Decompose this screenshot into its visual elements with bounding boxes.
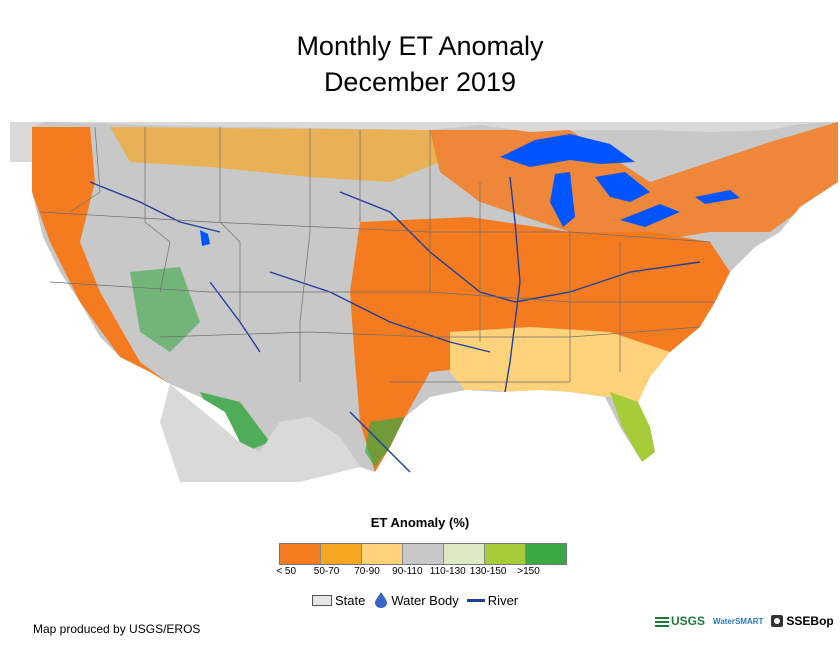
usgs-wave-icon xyxy=(655,615,669,627)
legend-label: >150 xyxy=(517,566,540,577)
agency-logos: USGS WaterSMART SSEBop xyxy=(655,614,834,628)
key-state-label: State xyxy=(335,592,366,608)
ssebop-mark-icon xyxy=(771,615,784,627)
legend-label: < 50 xyxy=(276,566,297,577)
legend-swatch-70-90 xyxy=(362,544,403,564)
map-title-line1: Monthly ET Anomaly xyxy=(296,31,544,61)
map-credit: Map produced by USGS/EROS xyxy=(33,622,201,636)
legend-swatch-110-130 xyxy=(444,544,485,564)
legend-swatch-gt150 xyxy=(526,544,566,564)
map-title-line2: December 2019 xyxy=(323,67,517,97)
map-title: Monthly ET Anomaly December 2019 xyxy=(0,28,840,100)
state-borders xyxy=(39,126,715,383)
legend-swatch-lt50 xyxy=(280,544,321,564)
water-drop-icon xyxy=(375,592,388,608)
key-river: River xyxy=(466,592,519,608)
key-river-label: River xyxy=(487,592,519,608)
legend-swatch-130-150 xyxy=(485,544,526,564)
legend-title: ET Anomaly (%) xyxy=(370,515,470,530)
ssebop-logo: SSEBop xyxy=(771,614,834,628)
river-line-icon xyxy=(466,598,485,602)
legend-swatch-90-110 xyxy=(403,544,444,564)
legend-labels: < 50 50-70 70-90 90-110 110-130 130-150 … xyxy=(266,566,549,577)
legend-color-bar xyxy=(279,543,567,565)
legend-label: 90-110 xyxy=(392,566,423,577)
legend-label: 50-70 xyxy=(313,566,340,577)
key-water-body: Water Body xyxy=(373,591,459,609)
watersmart-logo: WaterSMART xyxy=(713,616,764,626)
legend-label: 130-150 xyxy=(469,566,507,577)
key-water-body-label: Water Body xyxy=(391,592,459,608)
legend-label: 110-130 xyxy=(429,566,466,577)
usgs-logo: USGS xyxy=(655,614,705,628)
et-anomaly-map xyxy=(10,122,838,482)
key-state: State xyxy=(312,593,365,608)
mexico-landmass xyxy=(160,384,360,482)
state-symbol-icon xyxy=(312,594,332,606)
legend-swatch-50-70 xyxy=(321,544,362,564)
map-key: State Water Body River xyxy=(312,591,526,609)
legend-label: 70-90 xyxy=(354,566,380,577)
great-salt-lake xyxy=(200,230,210,246)
great-lakes xyxy=(500,134,740,227)
